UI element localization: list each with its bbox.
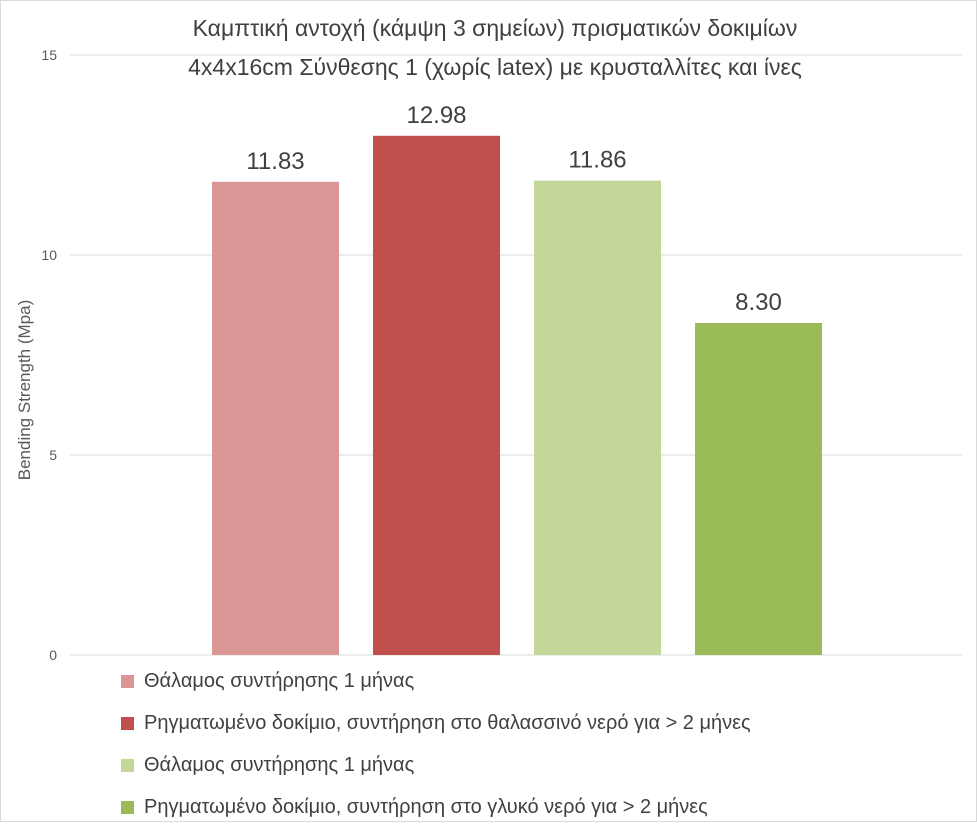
y-tick-labels: 0 5 10 15 bbox=[41, 47, 57, 663]
chart-title-line-2: 4x4x16cm Σύνθεσης 1 (χωρίς latex) με κρυ… bbox=[188, 54, 802, 80]
y-axis-title: Bending Strength (Mpa) bbox=[15, 300, 34, 481]
data-labels: 11.83 12.98 11.86 8.30 bbox=[246, 102, 782, 316]
gridlines bbox=[70, 54, 962, 656]
data-label-series-3: 11.86 bbox=[568, 147, 626, 174]
legend-item-1: Θάλαμος συντήρησης 1 μήνας bbox=[121, 660, 961, 702]
bars bbox=[212, 135, 822, 656]
legend: Θάλαμος συντήρησης 1 μήνας Ρηγματωμένο δο… bbox=[121, 660, 961, 828]
bar-series-4 bbox=[695, 323, 822, 655]
legend-item-3: Θάλαμος συντήρησης 1 μήνας bbox=[121, 744, 961, 786]
y-tick-label: 0 bbox=[49, 647, 57, 663]
data-label-series-4: 8.30 bbox=[735, 289, 782, 316]
legend-label: Θάλαμος συντήρησης 1 μήνας bbox=[144, 669, 415, 692]
bar-series-3 bbox=[534, 180, 661, 655]
legend-label: Ρηγματωμένο δοκίμιο, συντήρηση στο γλυκό… bbox=[144, 795, 708, 818]
legend-swatch bbox=[121, 758, 134, 772]
legend-label: Ρηγματωμένο δοκίμιο, συντήρηση στο θαλασ… bbox=[144, 711, 751, 734]
legend-swatch bbox=[121, 800, 134, 814]
bar-series-1 bbox=[212, 181, 339, 656]
data-label-series-2: 12.98 bbox=[406, 102, 466, 129]
data-label-series-1: 11.83 bbox=[246, 148, 304, 175]
y-tick-label: 5 bbox=[49, 447, 57, 463]
legend-swatch bbox=[121, 674, 134, 688]
bar-series-2 bbox=[373, 135, 500, 656]
legend-item-4: Ρηγματωμένο δοκίμιο, συντήρηση στο γλυκό… bbox=[121, 786, 961, 828]
legend-swatch bbox=[121, 716, 134, 730]
y-tick-label: 10 bbox=[41, 247, 57, 263]
legend-item-2: Ρηγματωμένο δοκίμιο, συντήρηση στο θαλασ… bbox=[121, 702, 961, 744]
chart-title-line-1: Καμπτική αντοχή (κάμψη 3 σημείων) πρισμα… bbox=[193, 15, 798, 41]
y-tick-label: 15 bbox=[41, 47, 57, 63]
legend-label: Θάλαμος συντήρησης 1 μήνας bbox=[144, 753, 415, 776]
